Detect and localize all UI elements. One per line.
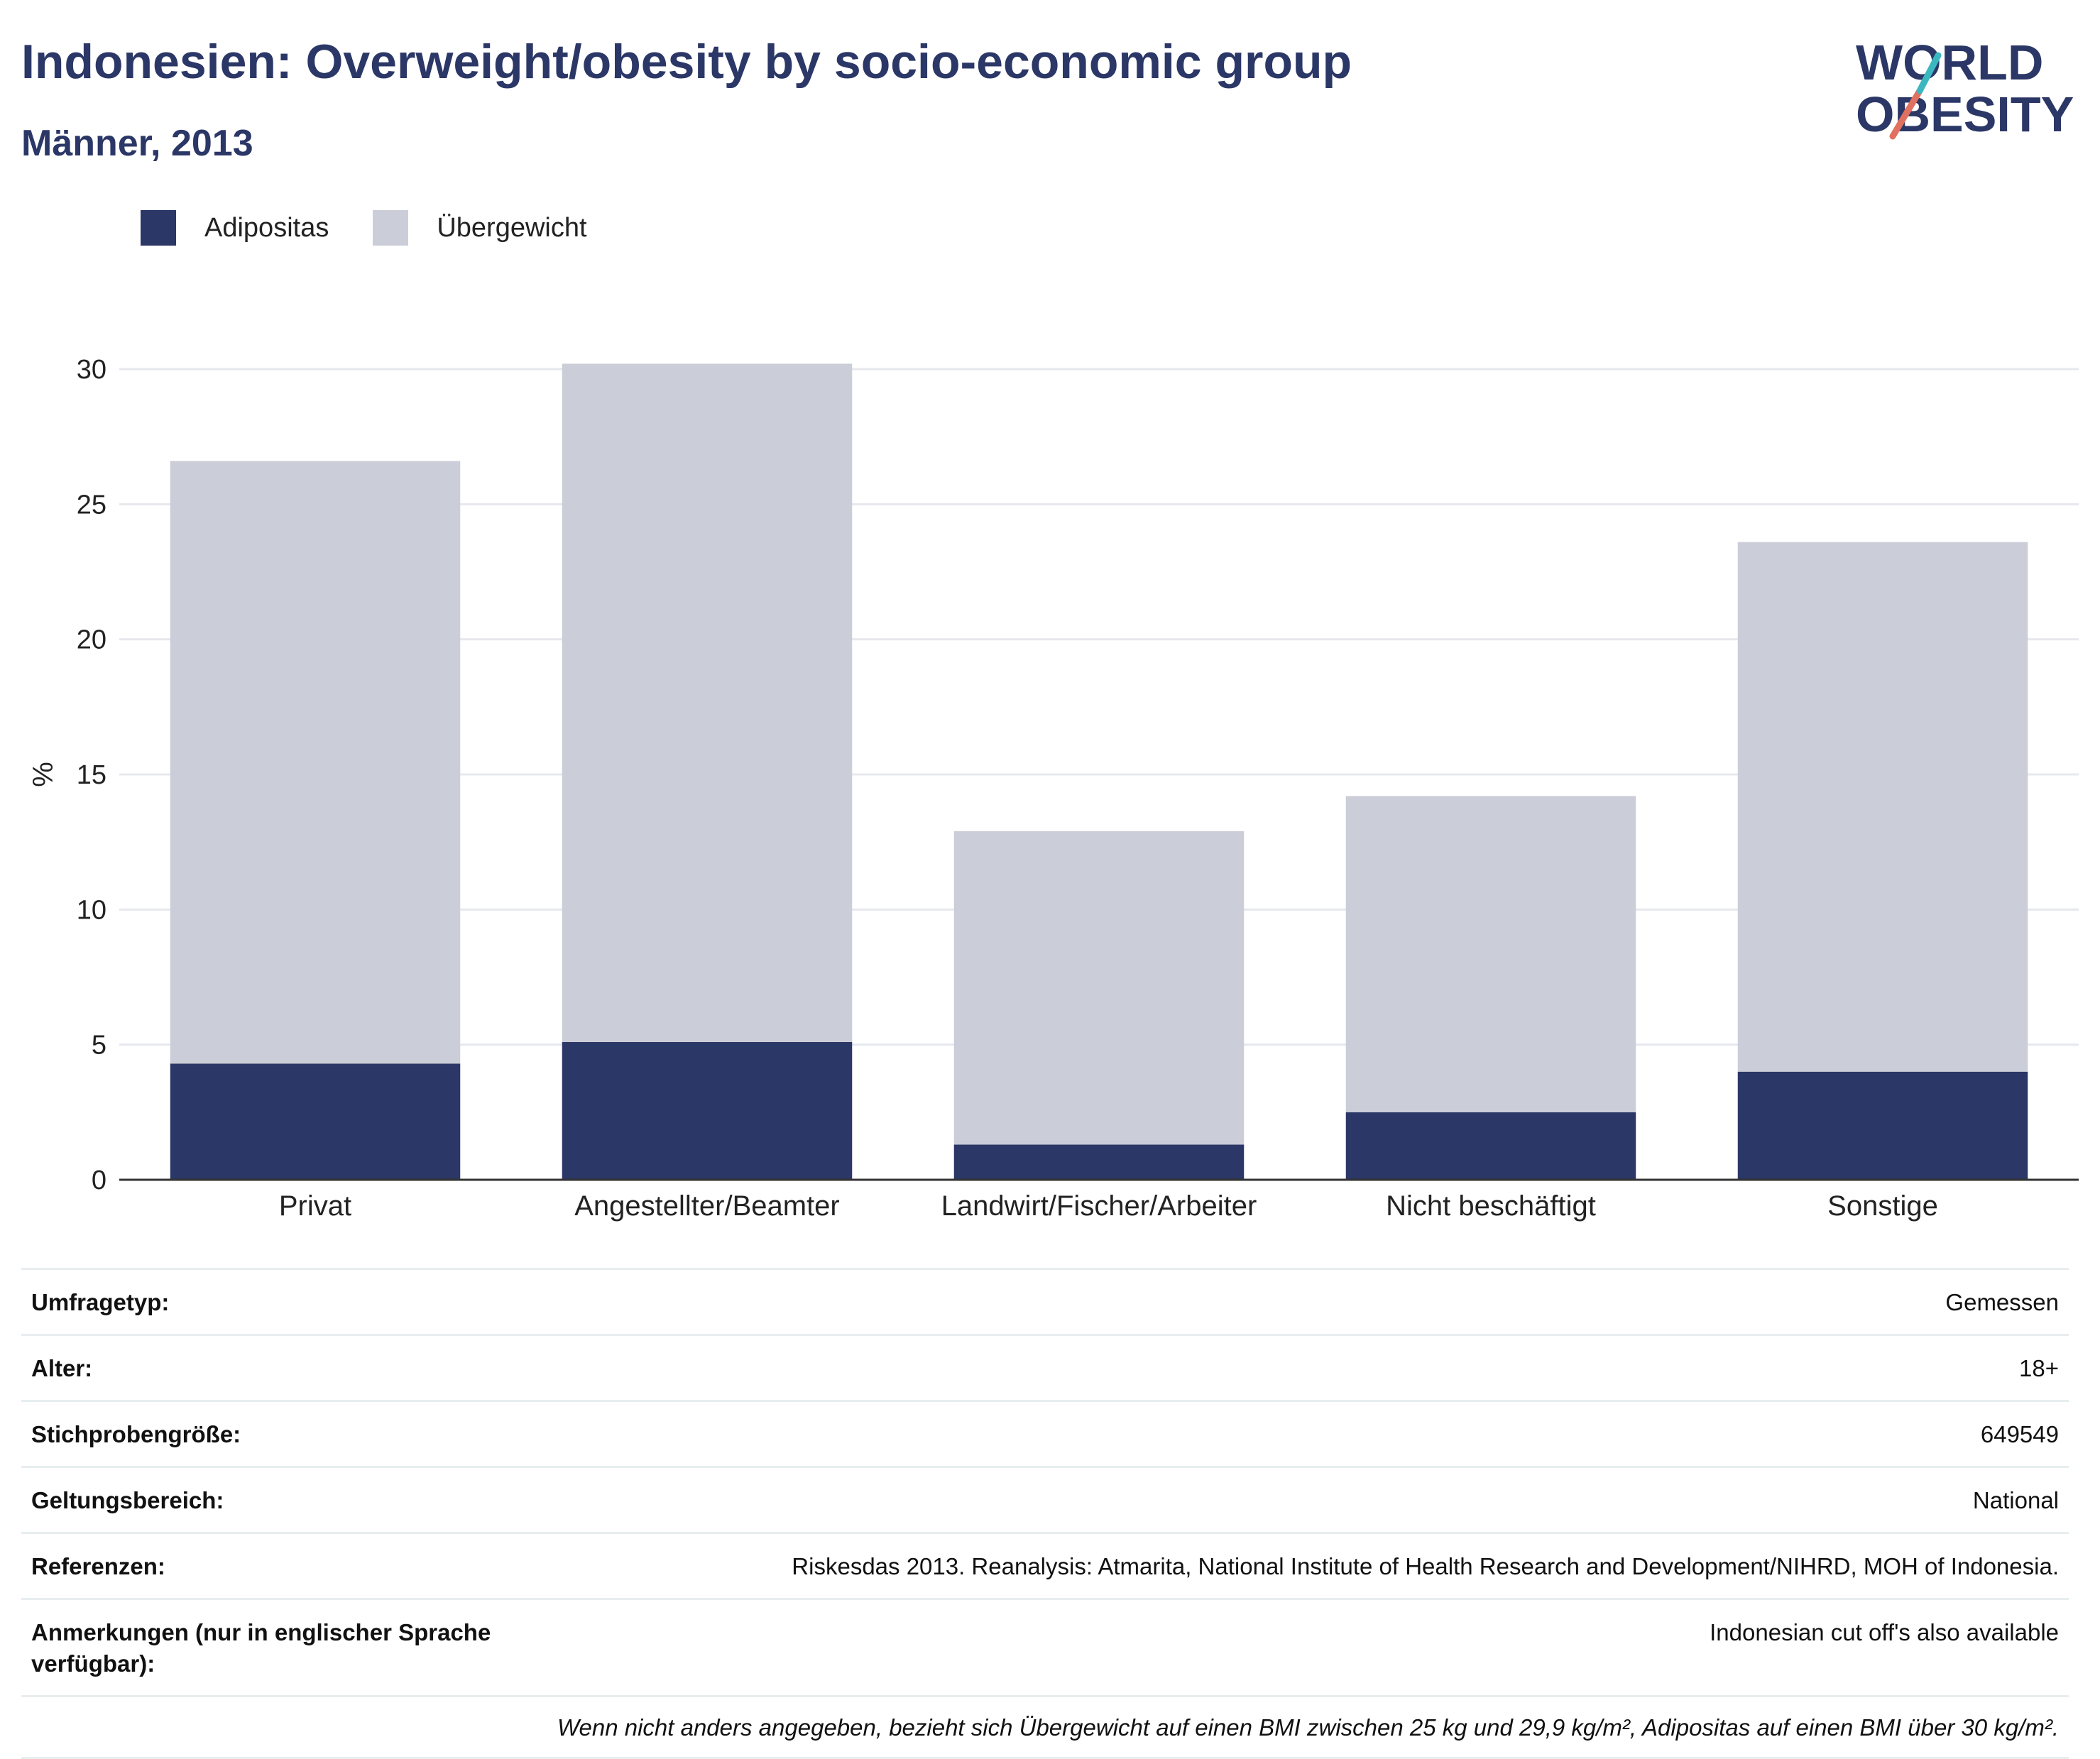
bar-obesity (953, 1144, 1245, 1180)
legend-item-overweight: Übergewicht (373, 210, 587, 246)
chart-subtitle: Männer, 2013 (21, 123, 253, 164)
y-tick-label: 25 (77, 490, 106, 520)
bar-overweight (562, 363, 853, 1042)
legend-swatch-obesity (141, 210, 176, 246)
y-tick-label: 30 (77, 355, 106, 385)
chart-title: Indonesien: Overweight/obesity by socio-… (21, 35, 1352, 89)
y-tick-label: 20 (77, 625, 106, 655)
chart-legend: Adipositas Übergewicht (141, 210, 631, 246)
logo-slash-upper (1916, 52, 1942, 94)
bar-obesity (562, 1041, 853, 1180)
y-tick-label: 10 (77, 895, 106, 925)
x-tick-label: Privat (279, 1190, 351, 1222)
meta-row-notes: Anmerkungen (nur in englischer Sprache v… (21, 1598, 2069, 1695)
bar-overweight (170, 461, 461, 1064)
bar-obesity (1345, 1112, 1636, 1180)
meta-row-sample-size: Stichprobengröße: 649549 (21, 1400, 2069, 1466)
logo-line2: OBESITY (1856, 87, 2074, 142)
definition-footnote: Wenn nicht anders angegeben, bezieht sic… (21, 1695, 2069, 1759)
x-tick-label: Sonstige (1827, 1190, 1938, 1222)
meta-value: Indonesian cut off's also available (1710, 1619, 2059, 1645)
survey-details: Umfragetyp: Gemessen Alter: 18+ Stichpro… (21, 1268, 2069, 1759)
legend-label-overweight: Übergewicht (437, 212, 587, 243)
bar-overweight (953, 831, 1245, 1145)
bar-chart: 0 5 10 15 20 25 30% Privat Angestellter/Beamter L… (28, 355, 2079, 1222)
y-axis-label: % (28, 762, 59, 787)
meta-row-age: Alter: 18+ (21, 1334, 2069, 1400)
y-tick-label: 5 (92, 1031, 106, 1061)
meta-key: Anmerkungen (nur in englischer Sprache v… (31, 1619, 491, 1677)
x-tick-label: Angestellter/Beamter (574, 1190, 840, 1222)
world-obesity-logo: WORLD OBESITY (1856, 35, 2074, 142)
meta-value: National (1972, 1487, 2059, 1513)
bar-overweight (1737, 542, 2028, 1072)
meta-row-references: Referenzen: Riskesdas 2013. Reanalysis: … (21, 1532, 2069, 1598)
y-tick-label: 15 (77, 760, 106, 790)
bar-obesity (170, 1063, 461, 1180)
logo-line1: WORLD (1856, 35, 2043, 90)
logo-slash-lower (1889, 87, 1923, 140)
meta-key: Referenzen: (31, 1553, 165, 1579)
legend-label-obesity: Adipositas (204, 212, 329, 243)
meta-key: Geltungsbereich: (31, 1487, 224, 1513)
x-tick-label: Landwirt/Fischer/Arbeiter (941, 1190, 1257, 1222)
bar-overweight (1345, 796, 1636, 1112)
meta-key: Umfragetyp: (31, 1289, 170, 1315)
meta-value: Gemessen (1945, 1289, 2059, 1315)
x-tick-label: Nicht beschäftigt (1386, 1190, 1596, 1222)
bar-obesity (1737, 1071, 2028, 1180)
meta-value: Riskesdas 2013. Reanalysis: Atmarita, Na… (792, 1553, 2059, 1579)
meta-value: 18+ (2019, 1355, 2059, 1381)
legend-item-obesity: Adipositas (141, 210, 329, 246)
meta-row-survey-type: Umfragetyp: Gemessen (21, 1268, 2069, 1334)
meta-row-coverage: Geltungsbereich: National (21, 1466, 2069, 1532)
meta-key: Stichprobengröße: (31, 1421, 241, 1447)
y-tick-label: 0 (92, 1166, 106, 1195)
meta-key: Alter: (31, 1355, 93, 1381)
legend-swatch-overweight (373, 210, 409, 246)
meta-value: 649549 (1980, 1421, 2059, 1447)
